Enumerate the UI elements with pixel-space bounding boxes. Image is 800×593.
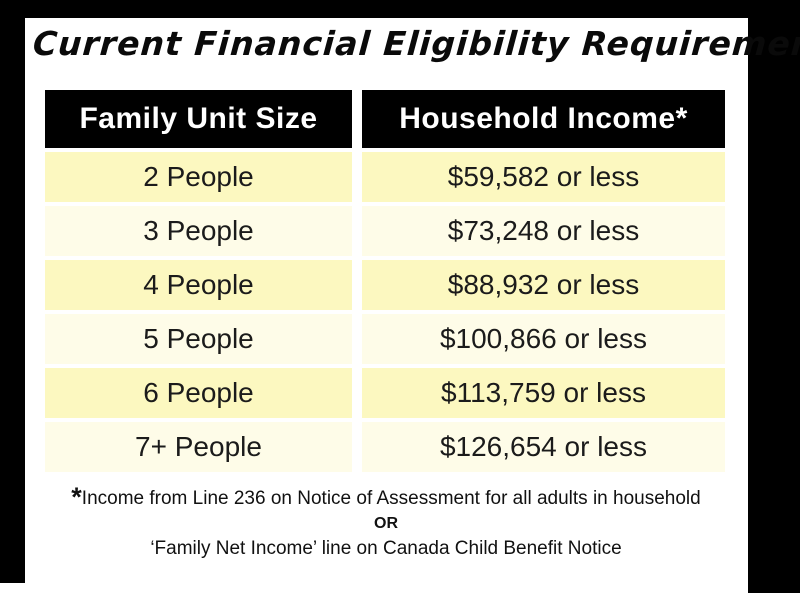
footnote-or: OR bbox=[374, 515, 398, 532]
column-header-household-income: Household Income* bbox=[362, 90, 725, 148]
table-cell-size: 5 People bbox=[45, 314, 352, 364]
table-cell-income: $73,248 or less bbox=[362, 206, 725, 256]
footnote-line-1: *Income from Line 236 on Notice of Asses… bbox=[35, 484, 737, 512]
table-cell-income: $113,759 or less bbox=[362, 368, 725, 418]
footnote-line-1-text: Income from Line 236 on Notice of Assess… bbox=[81, 488, 701, 509]
eligibility-table: Family Unit Size Household Income* 2 Peo… bbox=[45, 90, 725, 472]
table-cell-income: $100,866 or less bbox=[362, 314, 725, 364]
frame-notch bbox=[0, 583, 25, 593]
table-cell-size: 4 People bbox=[45, 260, 352, 310]
footnote: *Income from Line 236 on Notice of Asses… bbox=[35, 484, 737, 562]
eligibility-card: Current Financial Eligibility Requiremen… bbox=[25, 18, 800, 593]
table-cell-income: $59,582 or less bbox=[362, 152, 725, 202]
asterisk-mark: * bbox=[71, 482, 82, 512]
table-cell-size: 3 People bbox=[45, 206, 352, 256]
table-cell-income: $88,932 or less bbox=[362, 260, 725, 310]
footnote-line-2: ‘Family Net Income’ line on Canada Child… bbox=[150, 538, 622, 559]
page-title: Current Financial Eligibility Requiremen… bbox=[31, 24, 800, 63]
column-header-family-unit-size: Family Unit Size bbox=[45, 90, 352, 148]
table-cell-income: $126,654 or less bbox=[362, 422, 725, 472]
table-cell-size: 6 People bbox=[45, 368, 352, 418]
table-cell-size: 7+ People bbox=[45, 422, 352, 472]
table-cell-size: 2 People bbox=[45, 152, 352, 202]
